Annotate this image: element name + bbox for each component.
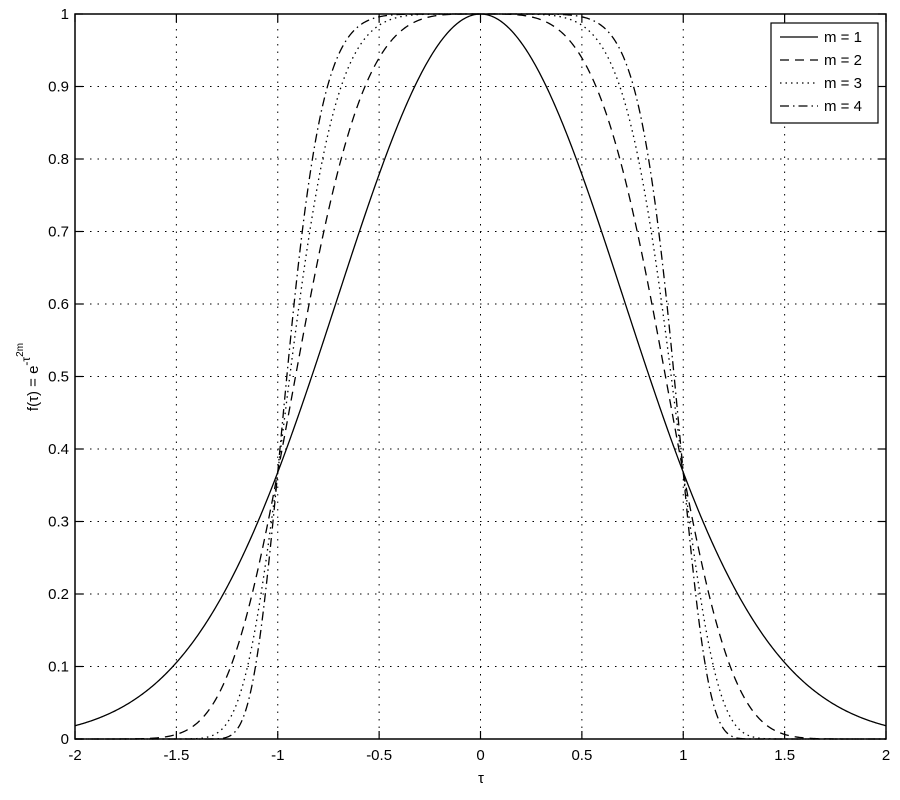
y-tick-label: 0.5 [48, 369, 69, 386]
y-tick-label: 0.7 [48, 224, 69, 241]
y-tick-labels: 0 0.1 0.2 0.3 0.4 0.5 0.6 0.7 0.8 0.9 1 [48, 6, 69, 748]
legend-label-m-1: m = 1 [824, 29, 862, 46]
legend-label-m-2: m = 2 [824, 52, 862, 69]
x-tick-label: 1.5 [774, 747, 795, 764]
y-axis-label-exp: -τ [19, 357, 33, 366]
y-tick-label: 0.2 [48, 586, 69, 603]
axis-ticks [74, 13, 887, 740]
y-tick-label: 0.6 [48, 296, 69, 313]
svg-text:f(τ) = e-τ2m: f(τ) = e-τ2m [15, 343, 42, 411]
x-tick-labels: -2 -1.5 -1 -0.5 0 0.5 1 1.5 2 [68, 747, 890, 764]
x-tick-label: -1.5 [163, 747, 189, 764]
x-tick-label: 0 [476, 747, 484, 764]
x-tick-label: -2 [68, 747, 81, 764]
y-tick-label: 0.3 [48, 514, 69, 531]
y-axis-label-exp2: 2m [15, 343, 26, 357]
curve-m-1 [74, 13, 887, 727]
legend-label-m-4: m = 4 [824, 98, 862, 115]
y-tick-label: 0.4 [48, 441, 69, 458]
x-tick-label: 2 [882, 747, 890, 764]
y-tick-label: 1 [61, 6, 69, 23]
y-axis-label: f(τ) = e-τ2m [15, 343, 42, 411]
y-tick-label: 0 [61, 731, 69, 748]
y-axis-label-base: f(τ) = e [25, 366, 42, 412]
x-tick-label: 1 [679, 747, 687, 764]
x-tick-label: -0.5 [366, 747, 392, 764]
x-axis-label: τ [478, 770, 484, 787]
y-tick-label: 0.9 [48, 79, 69, 96]
y-tick-label: 0.1 [48, 659, 69, 676]
legend-label-m-3: m = 3 [824, 75, 862, 92]
x-tick-label: -1 [271, 747, 284, 764]
y-tick-label: 0.8 [48, 151, 69, 168]
x-tick-label: 0.5 [571, 747, 592, 764]
grid-lines [75, 14, 886, 739]
legend: m = 1 m = 2 m = 3 m = 4 [770, 22, 879, 124]
